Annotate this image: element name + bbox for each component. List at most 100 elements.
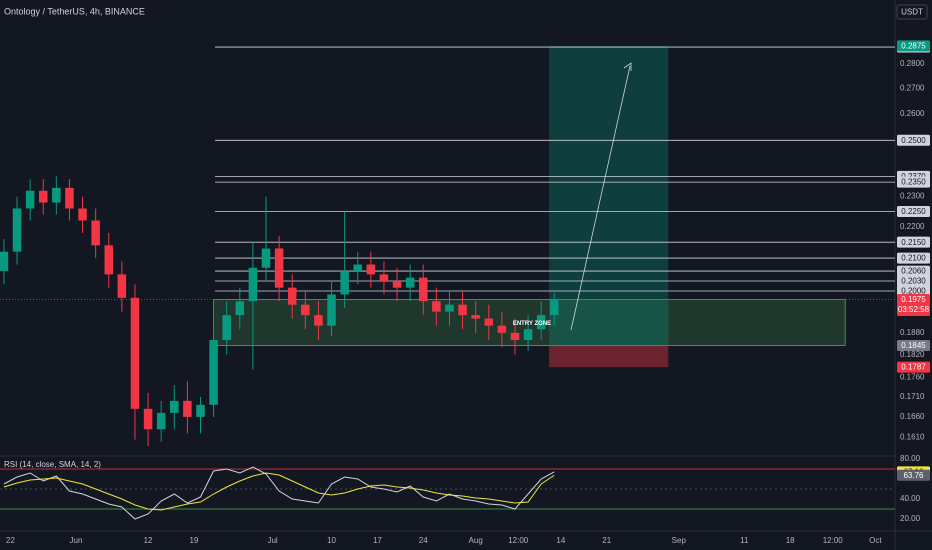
level-label: 0.2150	[901, 238, 926, 247]
level-label: 0.2060	[901, 267, 926, 276]
level-label: 0.2030	[901, 277, 926, 286]
candle-body	[117, 274, 127, 298]
x-tick-label: 12:00	[823, 536, 844, 545]
candle-body	[510, 332, 520, 341]
candle-body	[209, 340, 218, 405]
level-label: 0.2000	[901, 287, 926, 296]
level-label: 0.2500	[901, 136, 926, 145]
candle-body	[301, 304, 310, 316]
y-tick-label: 0.2200	[900, 222, 925, 231]
y-tick-label: 0.1760	[900, 373, 925, 382]
candle-body	[91, 220, 100, 246]
candle-body	[235, 301, 245, 316]
rsi-value-label: 63.76	[903, 471, 924, 480]
candle-body	[274, 248, 284, 288]
candle-body	[0, 251, 9, 272]
x-tick-label: 22	[6, 536, 15, 545]
candle-body	[484, 318, 494, 326]
arrow-head	[623, 62, 632, 71]
level-label: 0.2250	[901, 207, 926, 216]
candle-body	[65, 187, 74, 209]
y-tick-label: 0.1820	[900, 350, 925, 359]
level-label-box	[897, 265, 930, 277]
candle-body	[287, 287, 297, 305]
candle-body	[248, 267, 258, 302]
x-tick-label: 10	[327, 536, 336, 545]
candle-body	[366, 264, 376, 275]
candle-body	[353, 264, 362, 272]
candle-body	[536, 315, 546, 330]
stop-label-box	[897, 361, 930, 373]
x-tick-label: 17	[373, 536, 382, 545]
candle-body	[445, 304, 454, 312]
stop-zone	[549, 345, 669, 368]
candle-body	[183, 400, 192, 417]
candle-body	[379, 274, 389, 281]
entry-label-box	[897, 340, 930, 352]
candle-body	[340, 271, 349, 295]
currency-button-label[interactable]: USDT	[901, 8, 923, 17]
level-label-box	[897, 134, 930, 146]
candle-body	[550, 299, 559, 316]
candle-body	[458, 304, 467, 316]
candle-body	[261, 248, 271, 268]
candle-body	[327, 294, 336, 326]
x-tick-label: Sep	[672, 536, 687, 545]
x-tick-label: 12	[144, 536, 153, 545]
plot	[0, 45, 895, 447]
candle-body	[314, 315, 323, 326]
rsi-line	[3, 466, 555, 520]
rsi-line	[3, 472, 555, 511]
x-tick-label: 18	[786, 536, 795, 545]
rsi-tick-label: 20.00	[900, 514, 921, 523]
arrow	[570, 65, 631, 331]
candle-body	[52, 187, 61, 203]
symbol-title: Ontology / TetherUS, 4h, BINANCE	[4, 6, 145, 16]
level-label-box	[897, 252, 930, 264]
candle-body	[170, 400, 179, 413]
x-tick-label: Aug	[469, 536, 483, 545]
x-tick-label: 19	[189, 536, 198, 545]
x-tick-label: 12:00	[508, 536, 529, 545]
candle-body	[523, 329, 533, 341]
level-label: 0.2370	[901, 172, 926, 181]
target-label-box	[897, 40, 930, 52]
candle-body	[471, 315, 480, 319]
x-tick-label: Oct	[869, 536, 882, 545]
x-tick-label: 24	[419, 536, 428, 545]
x-tick-label: Jul	[267, 536, 277, 545]
level-label: 0.2100	[901, 254, 926, 263]
level-label-box	[897, 275, 930, 287]
countdown: 03:52:58	[898, 305, 930, 314]
x-tick-label: Jun	[70, 536, 83, 545]
candle-body	[12, 208, 22, 252]
currency-button[interactable]	[896, 4, 928, 20]
entry-label: 0.1845	[901, 341, 926, 350]
level-label-box	[897, 236, 930, 248]
y-tick-label: 0.2700	[900, 83, 925, 92]
candle-body	[78, 208, 87, 221]
candle-body	[156, 412, 166, 430]
x-tick-label: 11	[740, 536, 749, 545]
candle-body	[130, 297, 140, 409]
level-label: 0.2350	[901, 178, 926, 187]
candle-body	[405, 277, 415, 288]
y-tick-label: 0.2800	[900, 59, 925, 68]
candle-body	[38, 190, 48, 203]
level-label-box	[897, 176, 930, 188]
x-tick-label: 14	[556, 536, 565, 545]
last-price-label: 0.1975	[901, 295, 926, 304]
candle-body	[104, 245, 114, 275]
target-zone	[549, 45, 669, 346]
rsi-tick-label: 80.00	[900, 454, 921, 463]
x-tick-label: 21	[602, 536, 611, 545]
level-label-box	[897, 285, 930, 297]
y-tick-label: 0.1660	[900, 412, 925, 421]
level-label-box	[897, 205, 930, 217]
candle-body	[143, 408, 153, 430]
candle-body	[25, 190, 35, 209]
rsi-value-box	[897, 469, 930, 481]
